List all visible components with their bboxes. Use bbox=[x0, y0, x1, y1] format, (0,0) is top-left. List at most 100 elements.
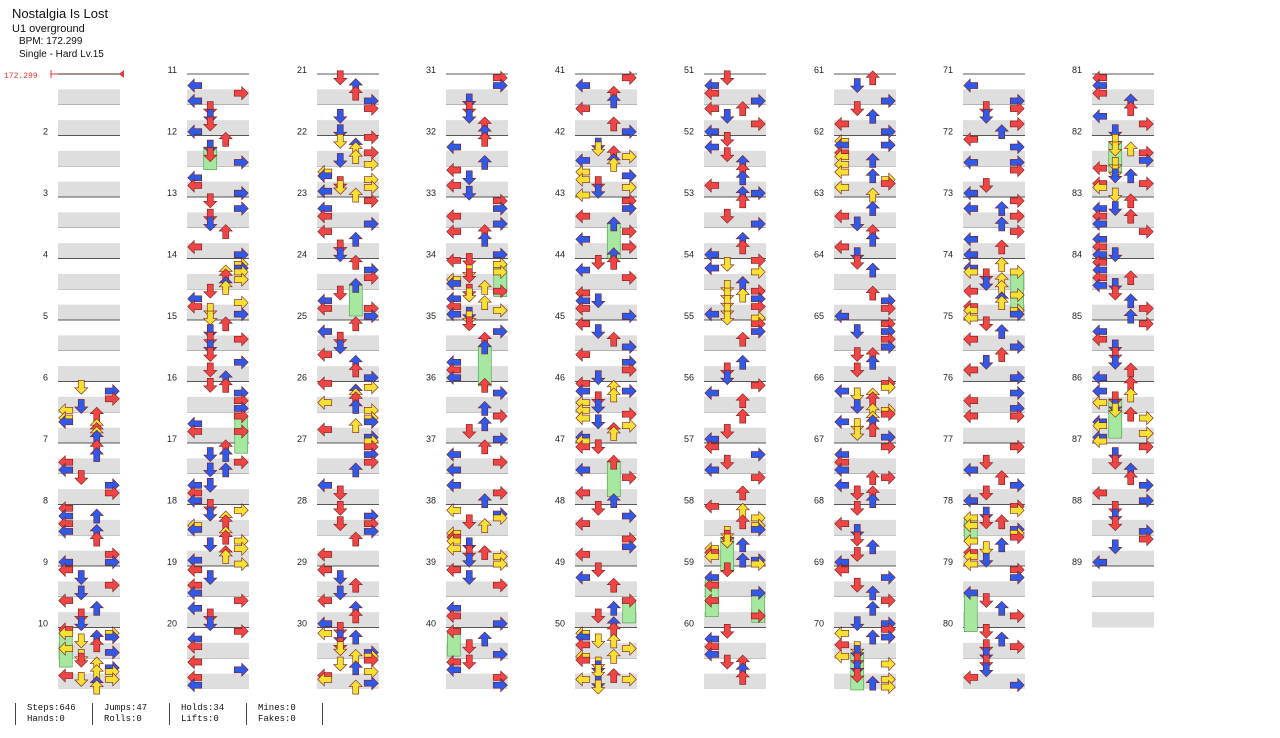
up-arrow-icon bbox=[606, 254, 621, 270]
beat-stripe bbox=[58, 150, 120, 167]
left-arrow-icon bbox=[963, 362, 979, 378]
up-arrow-icon bbox=[994, 295, 1009, 311]
beat-stripe bbox=[1092, 304, 1154, 320]
down-arrow-icon bbox=[203, 347, 218, 363]
down-arrow-icon bbox=[979, 541, 994, 557]
down-arrow-icon bbox=[333, 153, 348, 168]
beat-stripe bbox=[317, 150, 379, 167]
up-arrow-icon bbox=[348, 399, 363, 414]
down-arrow-icon bbox=[720, 454, 735, 470]
left-arrow-icon bbox=[446, 624, 462, 639]
beat-stripe bbox=[1092, 243, 1154, 259]
down-arrow-icon bbox=[979, 552, 994, 568]
measure-number: 80 bbox=[943, 619, 953, 629]
note-column bbox=[187, 78, 249, 693]
left-arrow-icon bbox=[446, 462, 462, 478]
beat-stripe bbox=[963, 212, 1025, 228]
right-arrow-icon bbox=[621, 508, 637, 524]
down-arrow-icon bbox=[333, 70, 348, 86]
beat-stripe bbox=[575, 366, 637, 382]
left-arrow-icon bbox=[963, 283, 979, 299]
beat-stripe bbox=[1092, 273, 1154, 290]
beat-stripe bbox=[446, 273, 508, 290]
beat-stripe bbox=[187, 366, 249, 382]
beat-stripe bbox=[963, 427, 1025, 443]
left-arrow-icon bbox=[187, 654, 203, 670]
beat-stripe bbox=[446, 642, 508, 659]
down-arrow-icon bbox=[979, 276, 994, 291]
right-arrow-icon bbox=[621, 224, 637, 239]
left-arrow-icon bbox=[704, 101, 720, 116]
up-arrow-icon bbox=[994, 256, 1009, 272]
beat-stripe bbox=[704, 335, 766, 351]
up-arrow-icon bbox=[735, 537, 750, 553]
measure-number: 59 bbox=[684, 557, 694, 567]
beat-stripe bbox=[704, 427, 766, 443]
left-arrow-icon bbox=[963, 408, 979, 424]
measure-number: 46 bbox=[555, 373, 565, 383]
down-arrow-icon bbox=[591, 562, 606, 578]
measure-number: 12 bbox=[167, 127, 177, 137]
up-arrow-icon bbox=[865, 354, 880, 370]
beat-stripe bbox=[446, 120, 508, 136]
beat-stripe bbox=[834, 89, 896, 105]
right-arrow-icon bbox=[750, 470, 766, 485]
measure-number: 52 bbox=[684, 127, 694, 137]
left-arrow-icon bbox=[575, 172, 591, 187]
left-arrow-icon bbox=[963, 247, 979, 262]
down-arrow-icon bbox=[1108, 454, 1123, 470]
left-arrow-icon bbox=[834, 180, 850, 195]
beat-stripe bbox=[704, 519, 766, 536]
left-arrow-icon bbox=[575, 301, 591, 316]
beat-stripe bbox=[446, 243, 508, 259]
left-arrow-icon bbox=[704, 593, 720, 608]
beat-stripe bbox=[834, 181, 896, 197]
left-arrow-icon bbox=[963, 493, 979, 508]
measure-number: 85 bbox=[1072, 311, 1082, 321]
right-arrow-icon bbox=[1009, 116, 1025, 132]
down-arrow-icon bbox=[591, 370, 606, 386]
measure-number: 32 bbox=[426, 127, 436, 137]
left-arrow-icon bbox=[963, 393, 979, 408]
measure-number: 45 bbox=[555, 311, 565, 321]
up-arrow-icon bbox=[348, 187, 363, 203]
beat-stripe bbox=[187, 89, 249, 105]
up-arrow-icon bbox=[994, 216, 1009, 232]
up-arrow-icon bbox=[477, 518, 492, 533]
right-arrow-icon bbox=[492, 408, 508, 424]
left-arrow-icon bbox=[704, 307, 720, 322]
up-arrow-icon bbox=[606, 493, 621, 508]
measure-number: 43 bbox=[555, 188, 565, 198]
beat-stripe bbox=[834, 243, 896, 259]
right-arrow-icon bbox=[750, 378, 766, 393]
up-arrow-icon bbox=[477, 493, 492, 508]
up-arrow-icon bbox=[218, 548, 233, 564]
down-arrow-icon bbox=[979, 662, 994, 678]
down-arrow-icon bbox=[1108, 201, 1123, 216]
beat-stripe bbox=[963, 673, 1025, 689]
beat-stripe bbox=[58, 673, 120, 689]
beat-stripe bbox=[58, 335, 120, 351]
beat-stripe bbox=[187, 243, 249, 259]
beat-stripe bbox=[1092, 519, 1154, 536]
down-arrow-icon bbox=[74, 399, 89, 414]
beat-stripe bbox=[187, 519, 249, 536]
down-arrow-icon bbox=[720, 147, 735, 163]
hold-note-icon bbox=[963, 517, 978, 541]
measure-number: 21 bbox=[297, 65, 307, 75]
left-arrow-icon bbox=[187, 639, 203, 654]
left-arrow-icon bbox=[575, 78, 591, 93]
down-arrow-icon bbox=[1108, 247, 1123, 263]
right-arrow-icon bbox=[1009, 677, 1025, 693]
left-arrow-icon bbox=[446, 608, 462, 624]
measure-number: 60 bbox=[684, 619, 694, 629]
beat-stripe bbox=[704, 120, 766, 136]
left-arrow-icon bbox=[834, 308, 850, 324]
up-arrow-icon bbox=[994, 631, 1009, 647]
measure-number: 79 bbox=[943, 557, 953, 567]
down-arrow-icon bbox=[591, 183, 606, 199]
beat-stripe bbox=[834, 489, 896, 505]
left-arrow-icon bbox=[704, 178, 720, 193]
measure-number: 72 bbox=[943, 127, 953, 137]
right-arrow-icon bbox=[104, 629, 120, 645]
